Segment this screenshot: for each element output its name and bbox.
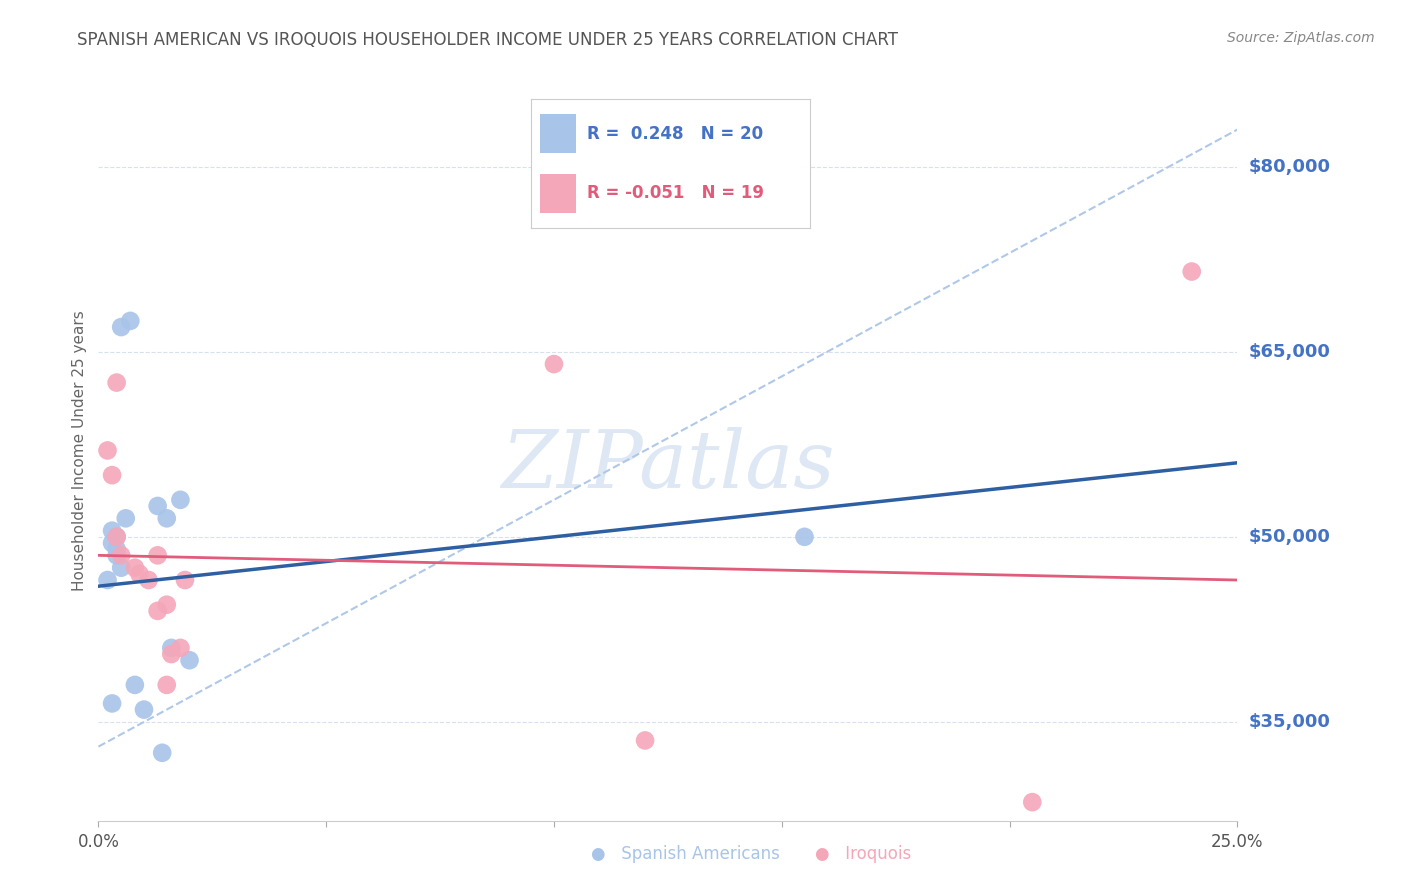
Point [160,647,183,661]
Y-axis label: Householder Income Under 25 years: Householder Income Under 25 years [72,310,87,591]
Point [105,530,128,544]
Point [110,320,132,334]
Point [105,376,128,390]
Text: $80,000: $80,000 [1249,158,1330,176]
Point [138,573,160,587]
Point [169,492,191,507]
Point [110,549,132,563]
Point [174,573,197,587]
Point [146,549,169,563]
Point [124,678,146,692]
Point [96,443,118,458]
Point [634,733,657,747]
Point [156,511,179,525]
Point [132,703,155,717]
Point [101,697,124,711]
Point [105,549,128,563]
Point [101,524,124,538]
Point [1021,795,1043,809]
Text: $50,000: $50,000 [1249,528,1330,546]
Point [114,511,136,525]
Point [156,598,179,612]
Text: $65,000: $65,000 [1249,343,1330,360]
Point [120,314,142,328]
Point [169,640,191,655]
Point [156,678,179,692]
Point [96,573,118,587]
Point [124,560,146,574]
Text: ●   Iroquois: ● Iroquois [815,846,911,863]
Point [105,542,128,557]
Text: Source: ZipAtlas.com: Source: ZipAtlas.com [1227,31,1375,45]
Text: ●   Spanish Americans: ● Spanish Americans [591,846,779,863]
Point [160,640,183,655]
Text: SPANISH AMERICAN VS IROQUOIS HOUSEHOLDER INCOME UNDER 25 YEARS CORRELATION CHART: SPANISH AMERICAN VS IROQUOIS HOUSEHOLDER… [77,31,898,49]
Point [146,499,169,513]
Text: $35,000: $35,000 [1249,713,1330,731]
Point [1181,264,1204,278]
Point [146,604,169,618]
Point [543,357,565,371]
Text: ZIPatlas: ZIPatlas [501,426,835,504]
Point [101,468,124,483]
Point [105,530,128,544]
Point [110,560,132,574]
Point [179,653,201,667]
Point [150,746,173,760]
Point [128,566,150,581]
Point [793,530,815,544]
Point [101,536,124,550]
